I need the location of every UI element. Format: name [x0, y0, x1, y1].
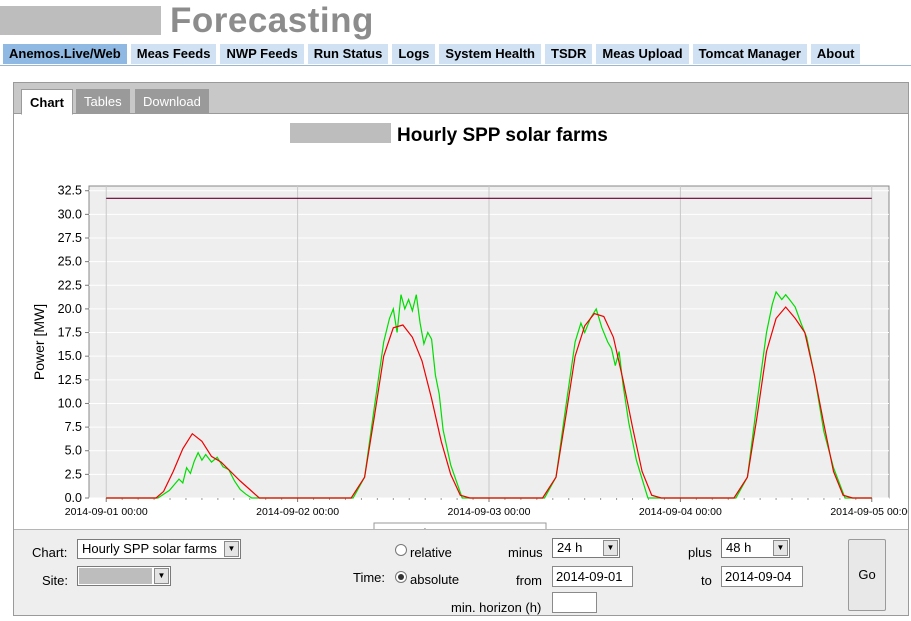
- nav-item-nwp-feeds[interactable]: NWP Feeds: [220, 44, 304, 64]
- x-tick-label: 2014-09-02 00:00: [256, 506, 339, 518]
- y-tick-label: 5.0: [65, 444, 82, 458]
- y-tick-label: 12.5: [58, 373, 82, 387]
- to-label: to: [701, 573, 712, 588]
- tab-download[interactable]: Download: [135, 89, 209, 114]
- y-tick-label: 2.5: [65, 467, 82, 481]
- nav-item-logs[interactable]: Logs: [392, 44, 436, 64]
- site-select[interactable]: ▼: [77, 566, 171, 586]
- nav-item-about[interactable]: About: [810, 44, 861, 64]
- main-nav: Anemos.Live/Web Meas Feeds NWP Feeds Run…: [3, 44, 864, 66]
- radio-absolute[interactable]: [395, 571, 407, 583]
- radio-relative-label: relative: [410, 545, 452, 560]
- chart-title: Hourly SPP solar farms: [397, 125, 608, 146]
- x-tick-label: 2014-09-03 00:00: [448, 506, 531, 518]
- controls-bar: Chart: Hourly SPP solar farms ▼ Site: ▼ …: [14, 529, 908, 615]
- tab-tables[interactable]: Tables: [76, 89, 130, 114]
- nav-item-system-health[interactable]: System Health: [439, 44, 541, 64]
- tab-strip: Chart Tables Download: [14, 83, 908, 115]
- tab-chart[interactable]: Chart: [21, 89, 73, 115]
- power-chart: Hourly SPP solar farms 0.0 2.5 5.0 7.5 10.0 1…: [31, 123, 908, 544]
- title-redaction: [290, 123, 391, 143]
- chart-select[interactable]: Hourly SPP solar farms ▼: [77, 539, 241, 559]
- radio-absolute-label: absolute: [410, 572, 460, 587]
- nav-item-meas-feeds[interactable]: Meas Feeds: [130, 44, 217, 64]
- x-tick-label: 2014-09-01 00:00: [65, 506, 148, 518]
- from-label: from: [516, 573, 542, 588]
- chevron-down-icon: ▼: [773, 540, 788, 556]
- y-axis-label: Power [MW]: [31, 304, 47, 380]
- y-tick-label: 25.0: [58, 255, 82, 269]
- chart-select-value: Hourly SPP solar farms: [82, 541, 217, 556]
- nav-item-meas-upload[interactable]: Meas Upload: [596, 44, 689, 64]
- go-button[interactable]: Go: [848, 539, 886, 611]
- x-tick-label: 2014-09-05 00:00: [830, 506, 908, 518]
- site-select-redacted: [79, 568, 152, 584]
- min-horizon-label: min. horizon (h): [451, 600, 542, 615]
- y-tick-label: 30.0: [58, 207, 82, 221]
- radio-relative[interactable]: [395, 544, 407, 556]
- y-tick-label: 7.5: [65, 420, 82, 434]
- min-horizon-input[interactable]: [552, 592, 597, 613]
- y-tick-label: 20.0: [58, 302, 82, 316]
- nav-item-tomcat-manager[interactable]: Tomcat Manager: [692, 44, 807, 64]
- grid: [89, 186, 889, 499]
- plus-select[interactable]: 48 h ▼: [721, 538, 790, 558]
- plus-label: plus: [688, 545, 712, 560]
- time-label: Time:: [353, 570, 386, 585]
- axis-ticks: 0.0 2.5 5.0 7.5 10.0 12.5 15.0 17.5 20.0 22.5 25.0…: [58, 184, 908, 518]
- app-title: Forecasting: [170, 1, 374, 40]
- y-tick-label: 27.5: [58, 231, 82, 245]
- y-tick-label: 10.0: [58, 396, 82, 410]
- minus-label: minus: [508, 545, 543, 560]
- y-tick-label: 32.5: [58, 184, 82, 198]
- y-tick-label: 22.5: [58, 278, 82, 292]
- y-tick-label: 0.0: [65, 491, 82, 505]
- nav-item-anemos-live-web[interactable]: Anemos.Live/Web: [3, 44, 127, 64]
- minus-select-value: 24 h: [557, 540, 583, 555]
- series-meas-act: [106, 290, 872, 499]
- chevron-down-icon: ▼: [154, 568, 169, 584]
- nav-item-tsdr[interactable]: TSDR: [545, 44, 593, 64]
- from-date-input[interactable]: [552, 566, 633, 587]
- nav-divider: [0, 65, 911, 66]
- plus-select-value: 48 h: [726, 540, 752, 555]
- nav-item-run-status[interactable]: Run Status: [307, 44, 389, 64]
- series-lines: [106, 197, 872, 499]
- chart-select-label: Chart:: [32, 545, 68, 560]
- site-select-label: Site:: [42, 573, 69, 588]
- x-tick-label: 2014-09-04 00:00: [639, 506, 722, 518]
- logo-redacted: [0, 6, 161, 35]
- chevron-down-icon: ▼: [603, 540, 618, 556]
- chart-panel: Chart Tables Download Hourly SPP solar f…: [13, 82, 909, 616]
- series-spp: [106, 306, 872, 499]
- minus-select[interactable]: 24 h ▼: [552, 538, 620, 558]
- to-date-input[interactable]: [721, 566, 803, 587]
- y-tick-label: 17.5: [58, 326, 82, 340]
- y-tick-label: 15.0: [58, 349, 82, 363]
- chevron-down-icon: ▼: [224, 541, 239, 557]
